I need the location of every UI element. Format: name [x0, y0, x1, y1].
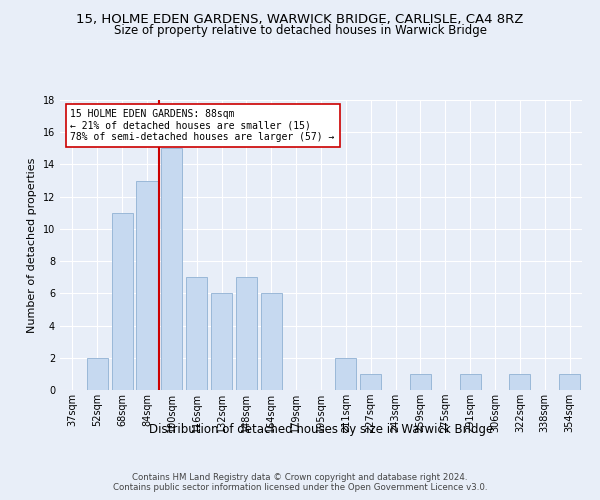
Bar: [360, 374, 381, 390]
Bar: [559, 374, 580, 390]
Bar: [410, 374, 431, 390]
Text: 15 HOLME EDEN GARDENS: 88sqm
← 21% of detached houses are smaller (15)
78% of se: 15 HOLME EDEN GARDENS: 88sqm ← 21% of de…: [70, 108, 335, 142]
Text: 15, HOLME EDEN GARDENS, WARWICK BRIDGE, CARLISLE, CA4 8RZ: 15, HOLME EDEN GARDENS, WARWICK BRIDGE, …: [76, 12, 524, 26]
Bar: [186, 277, 207, 390]
Bar: [136, 180, 158, 390]
Bar: [236, 277, 257, 390]
Text: Distribution of detached houses by size in Warwick Bridge: Distribution of detached houses by size …: [149, 422, 493, 436]
Bar: [460, 374, 481, 390]
Text: Contains public sector information licensed under the Open Government Licence v3: Contains public sector information licen…: [113, 482, 487, 492]
Bar: [261, 294, 282, 390]
Bar: [112, 213, 133, 390]
Text: Contains HM Land Registry data © Crown copyright and database right 2024.: Contains HM Land Registry data © Crown c…: [132, 472, 468, 482]
Bar: [509, 374, 530, 390]
Bar: [211, 294, 232, 390]
Bar: [335, 358, 356, 390]
Bar: [87, 358, 108, 390]
Bar: [161, 148, 182, 390]
Text: Size of property relative to detached houses in Warwick Bridge: Size of property relative to detached ho…: [113, 24, 487, 37]
Y-axis label: Number of detached properties: Number of detached properties: [27, 158, 37, 332]
